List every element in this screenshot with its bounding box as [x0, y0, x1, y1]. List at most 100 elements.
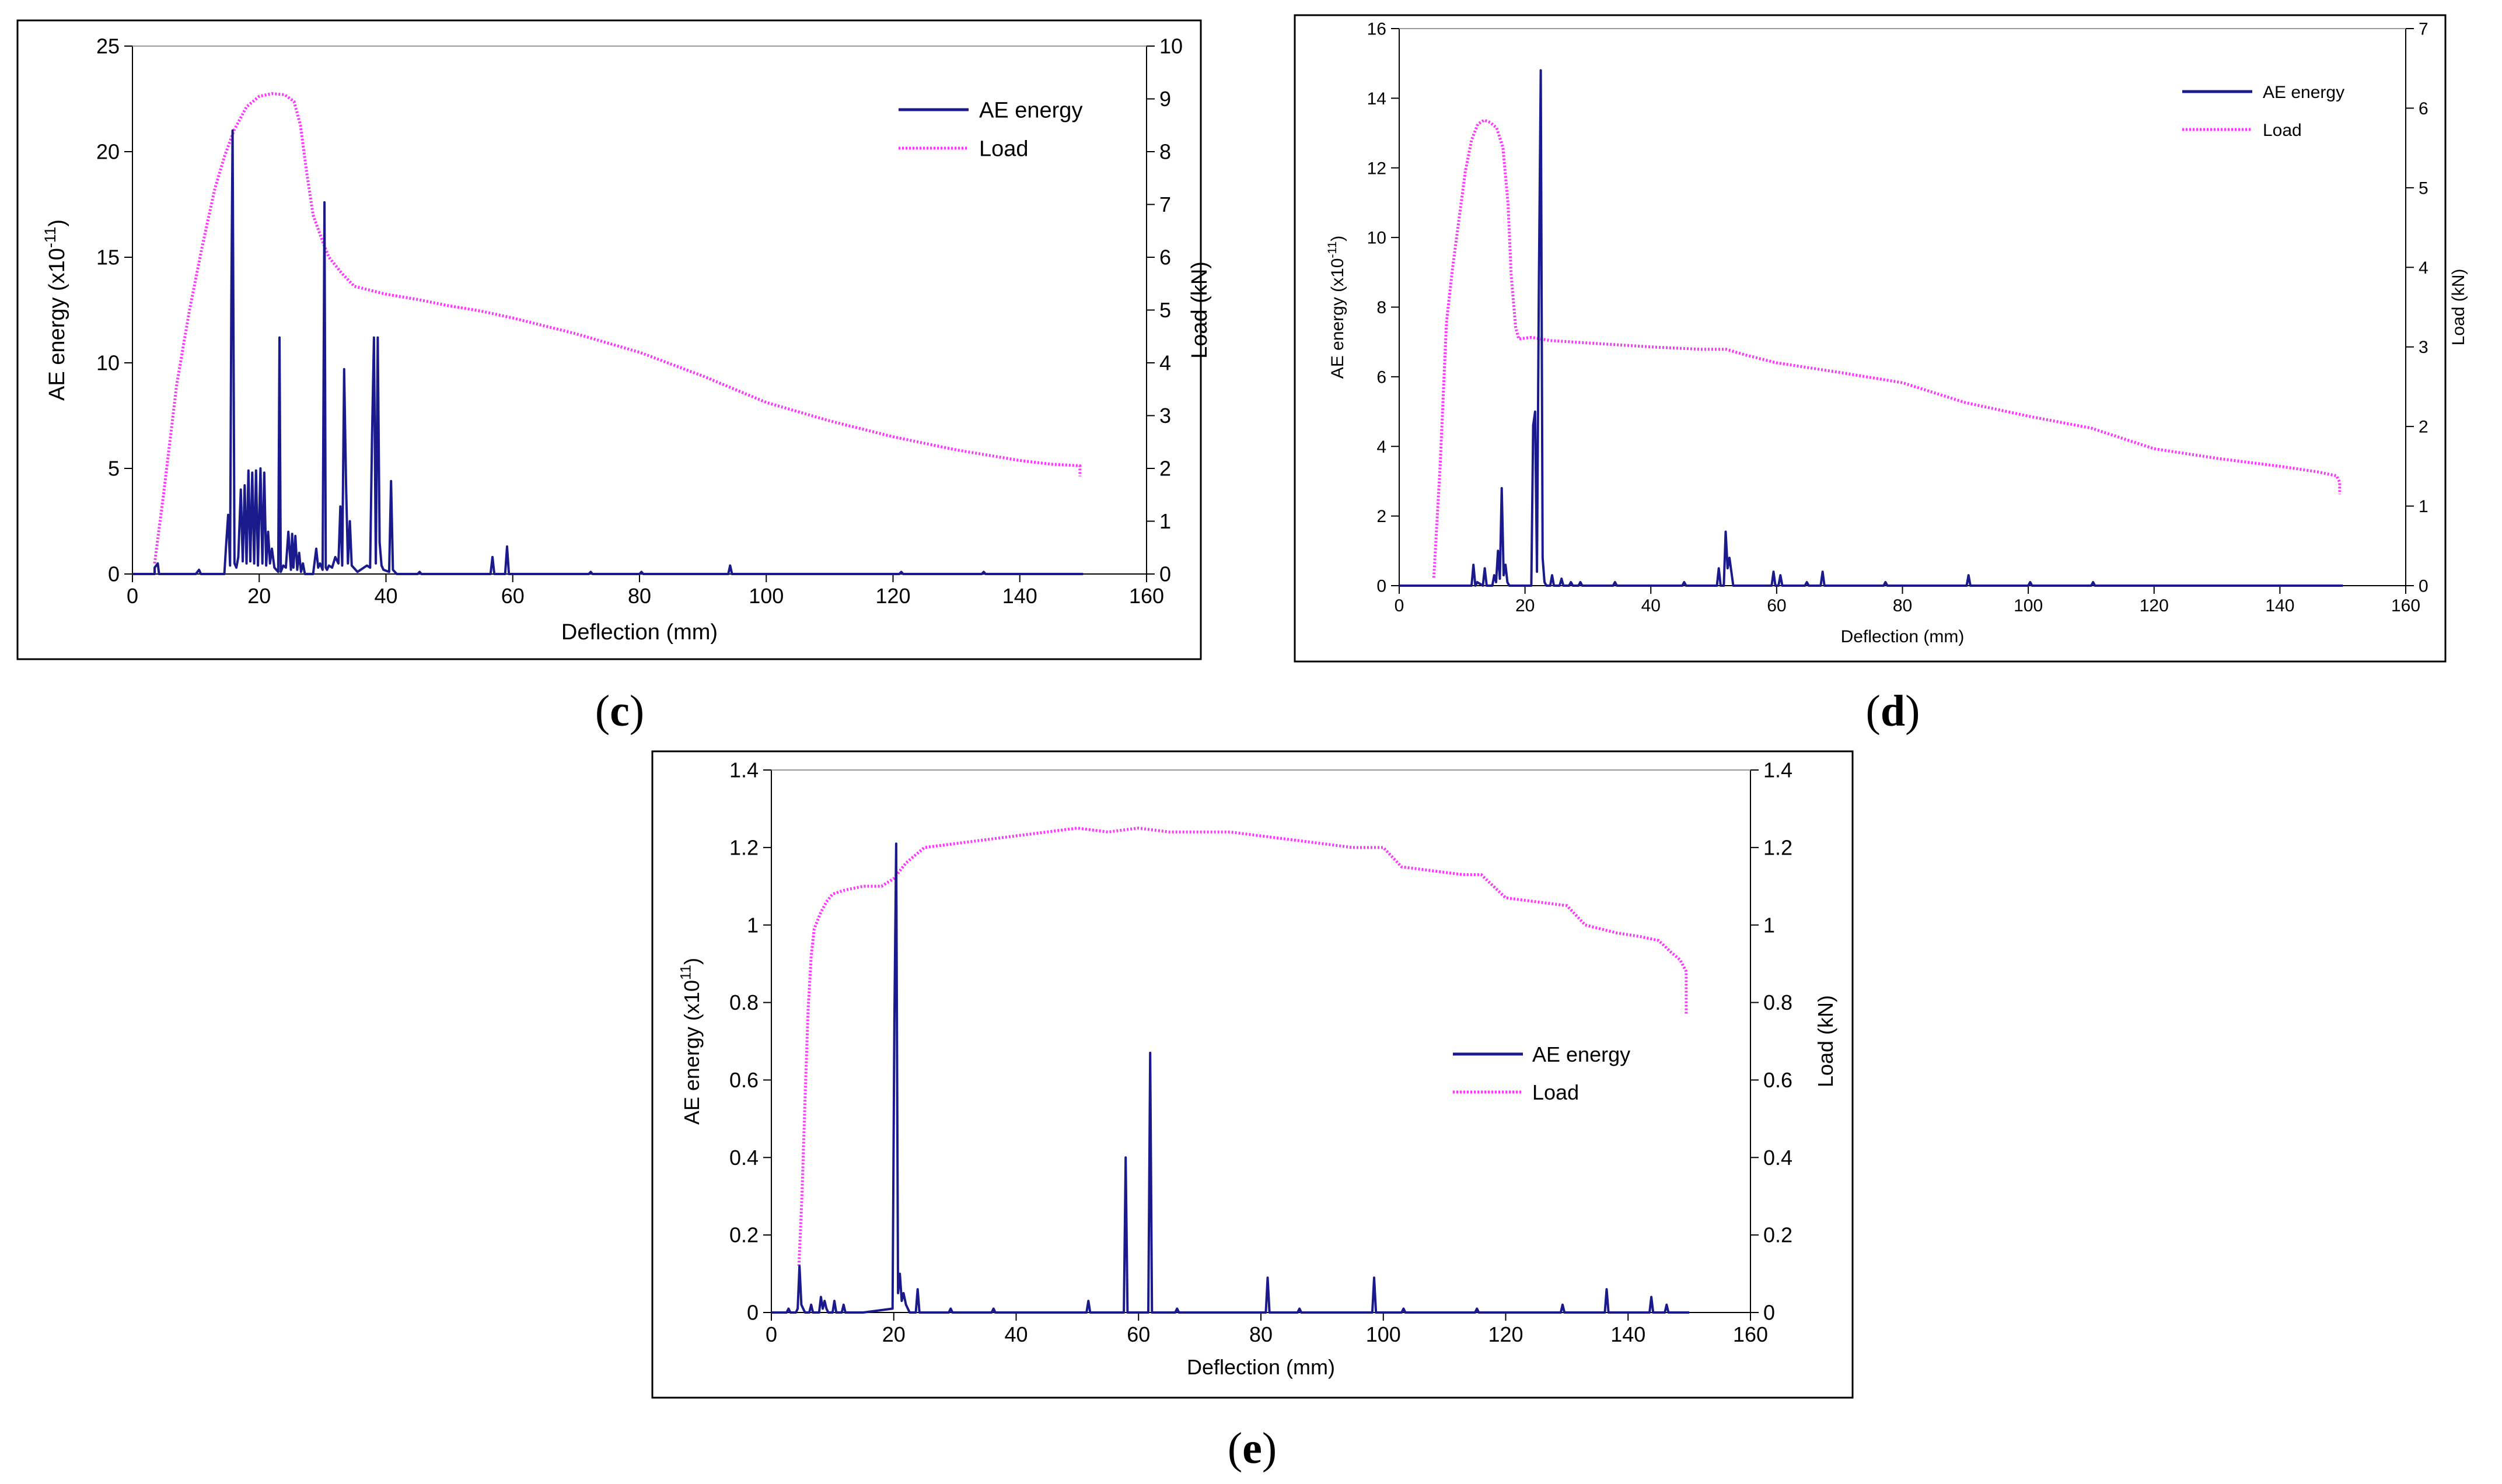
y-right-tick-label: 0.8 — [1763, 991, 1792, 1014]
x-tick-label: 40 — [1641, 596, 1661, 615]
y-right-tick-label: 2 — [1159, 457, 1171, 481]
y-right-tick-label: 2 — [2419, 418, 2428, 437]
series-ae-energy-line — [771, 842, 1690, 1314]
y-right-tick-label: 7 — [1159, 192, 1171, 216]
series-ae-energy-line — [1399, 69, 2343, 587]
y-right-tick-label: 1 — [1159, 509, 1171, 533]
y-right-tick-label: 1 — [1763, 913, 1775, 937]
y-right-tick-label: 0.6 — [1763, 1068, 1792, 1092]
x-tick-label: 120 — [1488, 1322, 1523, 1346]
y-right-tick-label: 7 — [2419, 20, 2428, 39]
series-ae-energy-line — [132, 129, 1084, 575]
y-right-tick-label: 1.4 — [1763, 758, 1792, 782]
x-tick-label: 140 — [1610, 1322, 1645, 1346]
plot-area — [1399, 28, 2406, 586]
y-right-tick-label: 4 — [2419, 258, 2428, 278]
x-axis-title: Deflection (mm) — [1187, 1355, 1335, 1379]
y-right-tick-label: 9 — [1159, 87, 1171, 111]
x-tick-label: 0 — [127, 584, 138, 608]
y-left-tick-label: 4 — [1376, 438, 1386, 457]
y-left-axis-title: AE energy (x1011) — [678, 958, 704, 1125]
legend-load-label: Load — [2263, 121, 2302, 140]
y-right-tick-label: 6 — [1159, 246, 1171, 270]
y-left-tick-label: 20 — [96, 140, 120, 164]
y-left-tick-label: 0.4 — [729, 1146, 759, 1170]
y-left-axis-exponent: -11 — [1326, 242, 1339, 258]
x-tick-label: 160 — [1733, 1322, 1768, 1346]
x-tick-label: 20 — [882, 1322, 906, 1346]
y-left-tick-label: 10 — [96, 351, 120, 375]
x-tick-label: 100 — [749, 584, 784, 608]
panel-caption-d: (d) — [1866, 687, 1920, 736]
x-tick-label: 100 — [2014, 596, 2043, 615]
panel-caption-letter: c — [610, 687, 630, 736]
series-load-line — [1432, 118, 2342, 578]
y-left-tick-label: 1.2 — [729, 835, 759, 859]
x-tick-label: 80 — [1893, 596, 1912, 615]
legend-ae-energy-label: AE energy — [2263, 83, 2344, 102]
y-left-axis-exponent: 11 — [678, 965, 694, 980]
x-tick-label: 100 — [1366, 1322, 1401, 1346]
x-axis-title: Deflection (mm) — [1841, 627, 1965, 646]
panel-caption-e: (e) — [1228, 1424, 1277, 1473]
y-left-tick-label: 0 — [1376, 577, 1386, 596]
y-left-tick-label: 15 — [96, 246, 120, 270]
y-left-tick-label: 0.6 — [729, 1068, 759, 1092]
x-axis-title: Deflection (mm) — [561, 620, 718, 645]
y-left-tick-label: 6 — [1376, 368, 1386, 387]
y-right-tick-label: 3 — [2419, 338, 2428, 357]
y-right-tick-label: 0 — [2419, 577, 2428, 596]
y-right-tick-label: 6 — [2419, 99, 2428, 118]
x-tick-label: 40 — [374, 584, 397, 608]
legend-load-label: Load — [979, 137, 1029, 162]
y-left-tick-label: 10 — [1367, 229, 1386, 248]
y-right-axis-title: Load (kN) — [2449, 269, 2468, 346]
y-right-tick-label: 0.2 — [1763, 1223, 1792, 1247]
series-load-line — [153, 92, 1082, 564]
y-right-axis-title: Load (kN) — [1813, 995, 1837, 1087]
panel-caption-letter: e — [1242, 1424, 1262, 1473]
y-right-tick-label: 3 — [1159, 404, 1171, 428]
x-tick-label: 120 — [875, 584, 910, 608]
x-tick-label: 40 — [1004, 1322, 1028, 1346]
y-left-tick-label: 12 — [1367, 159, 1386, 178]
x-tick-label: 80 — [1249, 1322, 1273, 1346]
y-right-tick-label: 8 — [1159, 140, 1171, 164]
y-left-tick-label: 0 — [108, 562, 120, 586]
x-tick-label: 60 — [501, 584, 525, 608]
y-right-tick-label: 4 — [1159, 351, 1171, 375]
x-tick-label: 0 — [1395, 596, 1404, 615]
y-right-tick-label: 0 — [1763, 1301, 1775, 1325]
y-left-axis-title: AE energy (x10-11) — [1326, 236, 1347, 379]
y-left-tick-label: 2 — [1376, 507, 1386, 526]
chart-panel-c: 0 20 40 60 80 100 120 140 1600510152025012345678… — [16, 19, 1212, 736]
y-right-tick-label: 0.4 — [1763, 1146, 1792, 1170]
x-tick-label: 20 — [247, 584, 271, 608]
y-left-tick-label: 0.8 — [729, 991, 759, 1014]
y-left-tick-label: 5 — [108, 457, 120, 481]
legend-ae-energy-label: AE energy — [979, 99, 1082, 123]
plot-area — [771, 769, 1751, 1313]
x-tick-label: 160 — [2391, 596, 2420, 615]
y-right-tick-label: 1.2 — [1763, 835, 1792, 859]
x-tick-label: 140 — [1002, 584, 1037, 608]
y-right-tick-label: 0 — [1159, 562, 1171, 586]
chart-panel-e: 0 20 40 60 80 100 120 140 16000.20.40.60.811.21.… — [651, 750, 1854, 1473]
y-right-axis-title: Load (kN) — [1187, 261, 1212, 359]
y-right-tick-label: 5 — [1159, 298, 1171, 322]
x-tick-label: 0 — [766, 1322, 777, 1346]
x-tick-label: 80 — [628, 584, 651, 608]
chart-panel-d: 0 20 40 60 80 100 120 140 1600246810121416012345… — [1294, 14, 2468, 736]
x-tick-label: 60 — [1127, 1322, 1150, 1346]
x-tick-label: 60 — [1767, 596, 1786, 615]
y-left-tick-label: 16 — [1367, 20, 1386, 39]
y-left-tick-label: 8 — [1376, 298, 1386, 317]
panel-caption-c: (c) — [595, 687, 644, 736]
series-load-line — [797, 827, 1688, 1266]
y-right-tick-label: 10 — [1159, 34, 1183, 58]
y-left-tick-label: 25 — [96, 34, 120, 58]
y-left-tick-label: 0 — [747, 1301, 759, 1325]
y-right-tick-label: 1 — [2419, 497, 2428, 516]
x-tick-label: 120 — [2140, 596, 2169, 615]
